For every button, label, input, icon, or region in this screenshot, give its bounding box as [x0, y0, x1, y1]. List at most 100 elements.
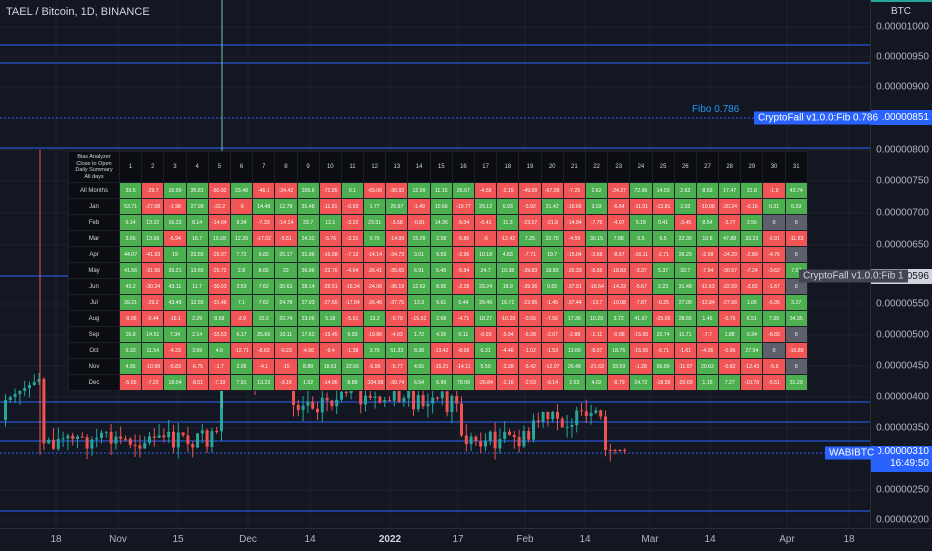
day-header: 10 [318, 151, 342, 183]
bias-cell: -16.11 [629, 246, 653, 263]
bias-cell: 28.55 [673, 310, 697, 327]
bias-cell: -5.84 [451, 262, 476, 279]
bias-cell: 0.41 [651, 214, 675, 231]
bias-cell: -26.84 [473, 374, 498, 391]
bias-cell: 109.6 [296, 182, 320, 199]
bias-cell: 18.75 [607, 342, 631, 359]
candle-body [128, 438, 132, 445]
bias-cell: -14.94 [562, 214, 586, 231]
bias-cell: -15.1 [163, 310, 187, 327]
bias-cell: -22.95 [518, 294, 542, 311]
candle-body [464, 435, 468, 445]
table-row: Nov 4.95 -10.99 -5.83 -6.75 -1.7 2.06 -4.1 -15 8.… [68, 358, 808, 375]
bias-cell: 4.55 [407, 358, 431, 375]
bias-cell: -7.33 [252, 214, 276, 231]
bias-cell: -16.34 [340, 278, 365, 295]
day-header: 3 [163, 151, 187, 183]
candle-body [488, 431, 492, 441]
candle-body [344, 391, 348, 394]
bias-cell: 6.93 [496, 198, 520, 215]
bias-cell: 7.62 [252, 278, 276, 295]
table-row: Aug -9.06 -0.44 -15.1 2.29 8.68 -3.9 10.2 20.74 2… [68, 310, 808, 327]
candle-body [200, 430, 204, 434]
bias-cell: -21.63 [584, 358, 609, 375]
candle-body [364, 395, 367, 405]
bias-cell: -30.74 [385, 374, 409, 391]
candle-body [37, 379, 41, 382]
bias-cell: 43.11 [163, 278, 187, 295]
bias-cell: -0.55 [518, 310, 542, 327]
bias-cell: 0.5 [629, 230, 653, 247]
candle-body [320, 397, 324, 413]
candle-body [402, 398, 406, 402]
chart-area[interactable]: TAEL / Bitcoin, 1D, BINANCE Fibo 0.786 B… [0, 0, 870, 528]
candle-body [148, 436, 151, 443]
bias-cell: -12.42 [496, 230, 520, 247]
horizontal-levels [0, 44, 870, 512]
chart-title: TAEL / Bitcoin, 1D, BINANCE [6, 6, 150, 18]
bias-cell: 9.93 [340, 326, 365, 343]
bias-cell: -8.65 [762, 326, 786, 343]
bias-cell: -3.45 [673, 214, 697, 231]
time-label: 14 [579, 534, 591, 545]
bias-cell: 41.56 [118, 262, 143, 279]
bias-cell: 24.78 [274, 294, 298, 311]
bias-cell: 27.94 [740, 342, 764, 359]
bias-cell: -27.65 [318, 294, 342, 311]
bias-cell: -5.86 [451, 230, 476, 247]
bias-cell: 23.51 [363, 214, 387, 231]
bias-cell: 79.09 [451, 374, 476, 391]
candle-body [450, 396, 454, 413]
bias-cell: -5.95 [762, 294, 786, 311]
day-header: 26 [673, 151, 697, 183]
bias-cell: -28.51 [318, 278, 342, 295]
table-title-line: Close to Open [76, 160, 112, 167]
bias-cell: 13.22 [141, 214, 165, 231]
bias-cell: -25.09 [651, 310, 675, 327]
bias-cell: -80.92 [207, 182, 231, 199]
candle-body [85, 437, 89, 449]
candle-body [301, 405, 305, 411]
candle-body [594, 410, 598, 413]
bias-cell: -15.21 [429, 358, 453, 375]
bias-cell: -1.45 [540, 294, 564, 311]
bias-cell: -10.99 [141, 358, 165, 375]
bias-cell: 23.48 [229, 182, 254, 199]
bias-cell: -3.16 [274, 374, 298, 391]
price-axis[interactable]: BTC 0.00001000 0.00000950 0.00000900 0.0… [870, 0, 932, 528]
day-header: 24 [629, 151, 653, 183]
bias-cell: 8.14 [185, 214, 209, 231]
bias-cell: 4.26 [429, 326, 453, 343]
bias-cell: 1.77 [363, 198, 387, 215]
bias-cell: -5.65 [118, 374, 143, 391]
bias-cell: -5.77 [385, 358, 409, 375]
candle-body [349, 388, 353, 394]
candle-body [589, 412, 593, 416]
bias-cell: -9.4 [318, 342, 342, 359]
candle-body [599, 410, 603, 417]
candle-body [47, 439, 51, 444]
bias-cell: -8.79 [607, 374, 631, 391]
bias-cell: 13.65 [185, 262, 209, 279]
bias-cell: 39.5 [118, 182, 143, 199]
candle-body [623, 450, 627, 451]
day-header: 22 [584, 151, 609, 183]
time-axis[interactable]: 18 Nov 15 Dec 14 2022 17 Feb 14 Mar 14 A… [0, 528, 932, 551]
bias-cell: -26.07 [207, 246, 231, 263]
bias-cell: 6.03 [784, 198, 808, 215]
bias-cell: 31.48 [296, 198, 320, 215]
bias-cell: 34.35 [784, 310, 808, 327]
bias-cell: -5.76 [318, 230, 342, 247]
bias-cell: -1.49 [407, 198, 431, 215]
bias-cell: -1.38 [340, 342, 365, 359]
bias-cell: 0 [762, 214, 786, 231]
bias-cell: -0.82 [718, 358, 742, 375]
bias-cell: 14.36 [429, 214, 453, 231]
bias-cell: 10.18 [473, 246, 498, 263]
bias-cell: 10.2 [252, 310, 276, 327]
bias-cell: 4.6 [207, 342, 231, 359]
candle-body [71, 435, 75, 439]
bias-cell: 3.27 [784, 294, 808, 311]
bias-cell: 30.15 [584, 230, 609, 247]
candle-body [13, 394, 17, 397]
